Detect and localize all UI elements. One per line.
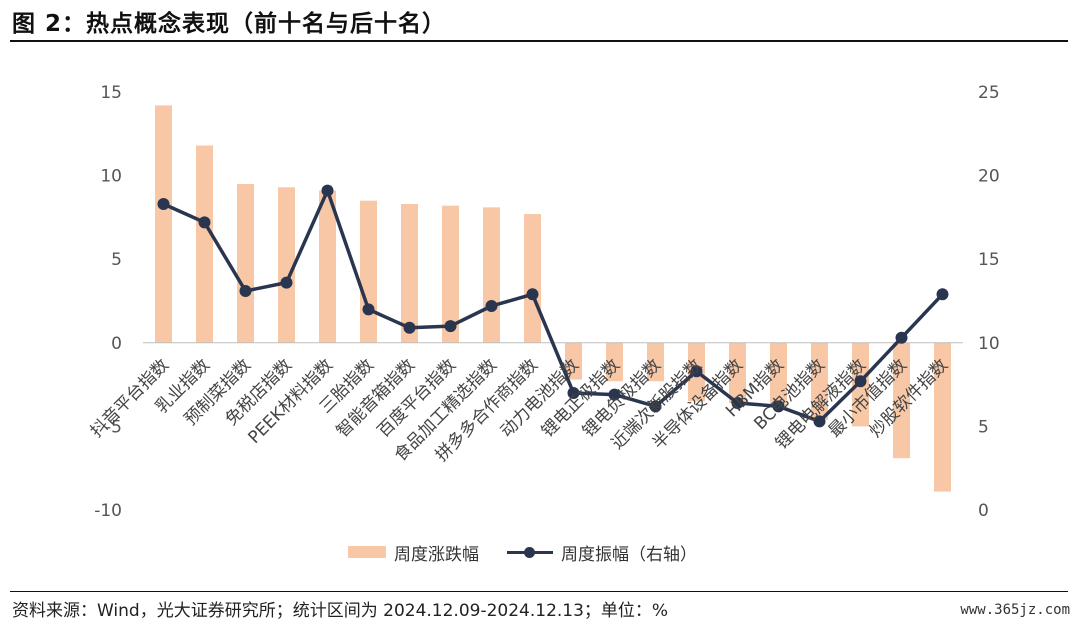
bar-series bbox=[155, 105, 951, 492]
right-axis-ticks: 0 5 10 15 20 25 bbox=[978, 83, 1000, 521]
right-tick-label: 20 bbox=[978, 167, 1000, 187]
bar-19 bbox=[893, 342, 910, 459]
bar-3 bbox=[237, 183, 254, 343]
amplitude-point-17 bbox=[813, 415, 826, 428]
watermark: www.365jz.com bbox=[960, 602, 1070, 618]
bar-5 bbox=[319, 190, 336, 343]
right-tick-label: 5 bbox=[978, 417, 989, 437]
title-rule bbox=[10, 40, 1068, 42]
amplitude-point-15 bbox=[731, 396, 744, 409]
amplitude-point-6 bbox=[362, 303, 375, 316]
amplitude-point-10 bbox=[526, 288, 539, 301]
footer-rule bbox=[10, 591, 1068, 592]
amplitude-point-5 bbox=[321, 184, 334, 197]
left-tick-label: 0 bbox=[111, 334, 122, 354]
amplitude-point-20 bbox=[936, 288, 949, 301]
left-tick-label: 15 bbox=[100, 83, 122, 103]
right-tick-label: 0 bbox=[978, 501, 989, 521]
bar-12 bbox=[606, 342, 623, 382]
legend-bar-swatch bbox=[348, 546, 386, 558]
amplitude-point-8 bbox=[444, 320, 457, 333]
amplitude-point-3 bbox=[239, 284, 252, 297]
amplitude-point-19 bbox=[895, 331, 908, 344]
source-note: 资料来源：Wind，光大证券研究所；统计区间为 2024.12.09-2024.… bbox=[12, 601, 669, 621]
amplitude-point-12 bbox=[608, 388, 621, 401]
bar-1 bbox=[155, 105, 172, 343]
category-labels: 抖音平台指数乳业指数预制菜指数免税店指数PEEK材料指数三胎指数智能音箱指数百度… bbox=[87, 355, 952, 465]
legend-line-swatch bbox=[507, 545, 553, 559]
figure-title: 图 2：热点概念表现（前十名与后十名） bbox=[12, 11, 447, 37]
legend-item-bar: 周度涨跌幅 bbox=[348, 540, 479, 565]
bar-4 bbox=[278, 187, 295, 343]
line-series bbox=[157, 184, 949, 428]
left-axis-ticks: -10 -5 0 5 10 15 bbox=[94, 83, 122, 521]
right-tick-label: 10 bbox=[978, 334, 1000, 354]
bar-9 bbox=[483, 207, 500, 343]
amplitude-line bbox=[162, 188, 944, 424]
bar-11 bbox=[565, 342, 582, 380]
bar-10 bbox=[524, 214, 541, 343]
legend-item-line: 周度振幅（右轴） bbox=[507, 540, 697, 565]
amplitude-point-7 bbox=[403, 321, 416, 334]
bar-16 bbox=[770, 342, 787, 407]
legend-line-label: 周度振幅（右轴） bbox=[561, 544, 697, 565]
bar-17 bbox=[811, 342, 828, 420]
left-tick-label: 10 bbox=[100, 167, 122, 187]
amplitude-point-1 bbox=[157, 198, 170, 211]
amplitude-point-9 bbox=[485, 300, 498, 313]
amplitude-point-14 bbox=[690, 365, 703, 378]
bar-20 bbox=[934, 342, 951, 492]
right-tick-label: 15 bbox=[978, 250, 1000, 270]
amplitude-point-2 bbox=[198, 216, 211, 229]
bar-15 bbox=[729, 342, 746, 403]
bar-7 bbox=[401, 204, 418, 343]
left-tick-label: -5 bbox=[105, 417, 122, 437]
bar-8 bbox=[442, 205, 459, 343]
bar-2 bbox=[196, 145, 213, 343]
amplitude-point-18 bbox=[854, 375, 867, 388]
left-tick-label: 5 bbox=[111, 250, 122, 270]
right-tick-label: 25 bbox=[978, 83, 1000, 103]
amplitude-point-13 bbox=[649, 400, 662, 413]
amplitude-point-11 bbox=[567, 386, 580, 399]
amplitude-point-16 bbox=[772, 400, 785, 413]
bar-13 bbox=[647, 342, 664, 382]
bar-6 bbox=[360, 200, 377, 343]
amplitude-point-4 bbox=[280, 276, 293, 289]
left-tick-label: -10 bbox=[94, 501, 122, 521]
legend: 周度涨跌幅 周度振幅（右轴） bbox=[348, 540, 725, 565]
legend-bar-label: 周度涨跌幅 bbox=[394, 544, 479, 565]
